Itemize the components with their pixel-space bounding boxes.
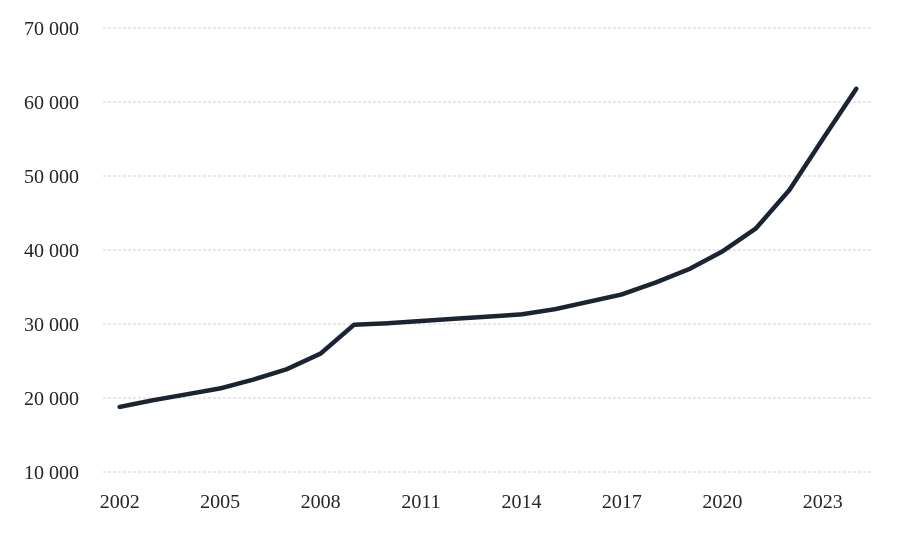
x-axis-tick-label: 2005 (200, 491, 240, 513)
y-axis-tick-label: 30 000 (24, 314, 79, 336)
data-series-line (117, 86, 859, 410)
x-axis-tick-label: 2023 (803, 491, 843, 513)
y-axis-tick-label: 40 000 (24, 240, 79, 262)
x-axis-tick-label: 2020 (702, 491, 742, 513)
y-axis-tick-label: 20 000 (24, 388, 79, 410)
x-axis-tick-label: 2017 (602, 491, 642, 513)
y-axis-tick-label: 60 000 (24, 92, 79, 114)
x-axis-tick-label: 2014 (501, 491, 541, 513)
x-axis-tick-label: 2011 (401, 491, 440, 513)
y-axis-tick-label: 50 000 (24, 166, 79, 188)
y-axis-tick-label: 10 000 (24, 462, 79, 484)
x-axis-tick-label: 2002 (100, 491, 140, 513)
y-axis-tick-label: 70 000 (24, 18, 79, 40)
x-axis-tick-label: 2008 (301, 491, 341, 513)
